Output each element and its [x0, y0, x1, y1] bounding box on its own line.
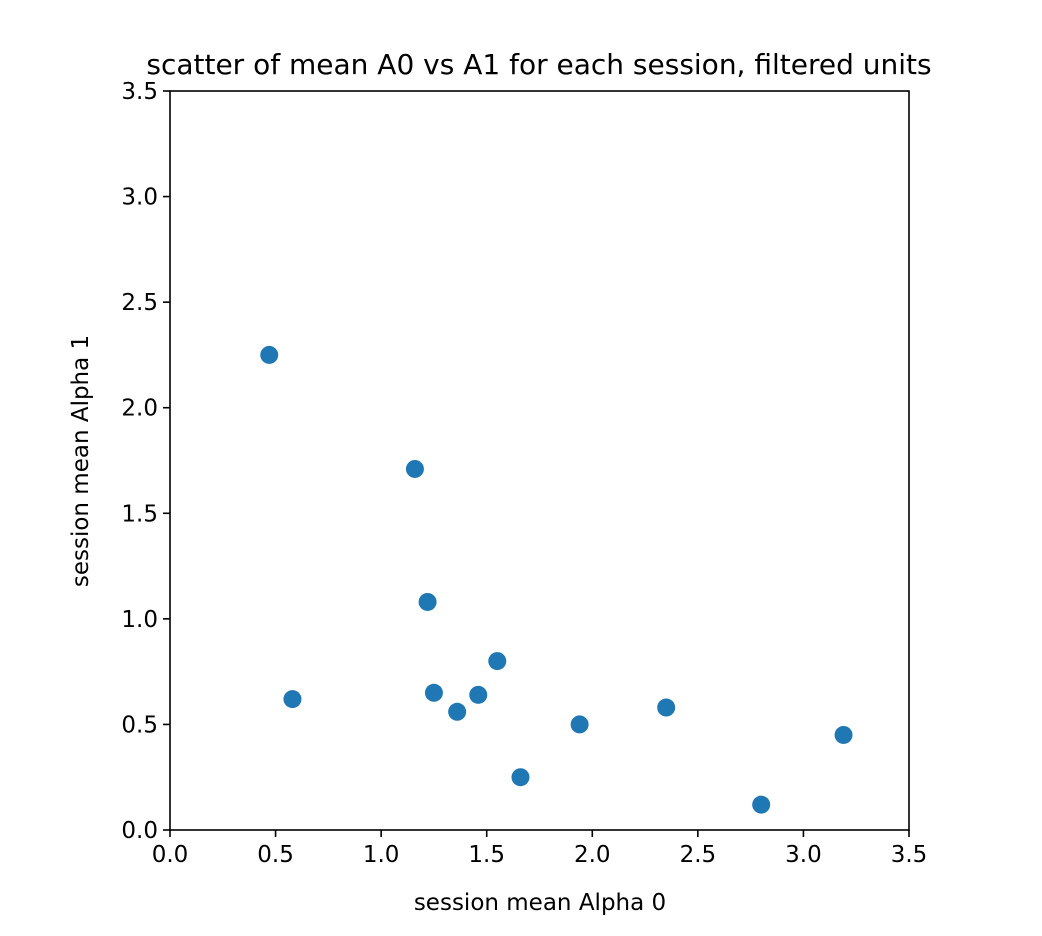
plot-area — [169, 90, 910, 831]
scatter-point — [657, 698, 676, 717]
y-axis-ticks: 0.0 0.5 1.0 1.5 2.0 2.5 3.0 3.5 — [121, 79, 170, 844]
x-tick-label: 1.0 — [363, 842, 400, 868]
y-tick-label: 2.5 — [121, 290, 158, 316]
x-tick-label: 0.0 — [152, 842, 189, 868]
x-tick-label: 1.5 — [468, 842, 505, 868]
y-tick-label: 3.0 — [121, 185, 158, 211]
x-axis-label: session mean Alpha 0 — [414, 890, 666, 916]
scatter-point — [283, 690, 302, 709]
x-tick-label: 3.5 — [891, 842, 928, 868]
scatter-point — [448, 702, 467, 721]
chart-title: scatter of mean A0 vs A1 for each sessio… — [146, 48, 931, 81]
scatter-point — [488, 652, 507, 671]
x-tick-label: 0.5 — [257, 842, 294, 868]
y-tick-label: 1.0 — [121, 607, 158, 633]
x-tick-label: 2.0 — [574, 842, 611, 868]
scatter-point — [424, 683, 443, 702]
scatter-point — [752, 795, 771, 814]
y-tick-label: 2.0 — [121, 396, 158, 422]
scatter-point — [469, 685, 488, 704]
x-tick-label: 3.0 — [785, 842, 822, 868]
y-tick-label: 0.0 — [121, 818, 158, 844]
scatter-point — [405, 459, 424, 478]
x-tick-label: 2.5 — [680, 842, 717, 868]
scatter-point — [511, 768, 530, 787]
scatter-point — [834, 725, 853, 744]
scatter-point — [570, 715, 589, 734]
y-tick-label: 3.5 — [121, 79, 158, 105]
scatter-point — [260, 345, 279, 364]
y-axis-label: session mean Alpha 1 — [68, 335, 94, 587]
axes-frame — [169, 90, 910, 831]
scatter-point — [418, 592, 437, 611]
y-tick-label: 0.5 — [121, 712, 158, 738]
x-axis-ticks: 0.0 0.5 1.0 1.5 2.0 2.5 3.0 3.5 — [152, 830, 928, 868]
data-points — [260, 345, 853, 814]
y-tick-label: 1.5 — [121, 501, 158, 527]
